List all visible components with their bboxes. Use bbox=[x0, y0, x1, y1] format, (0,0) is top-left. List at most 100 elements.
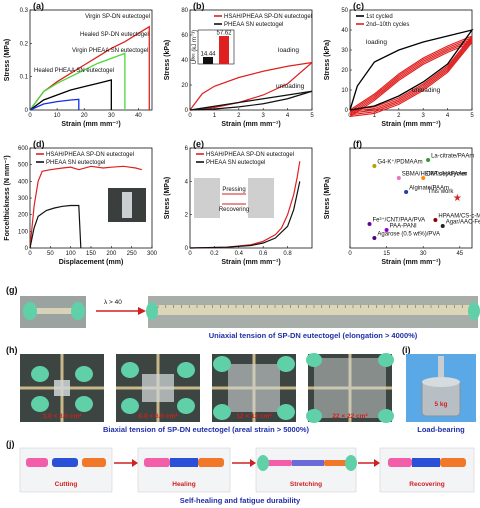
step-stretching: Stretching bbox=[290, 481, 322, 488]
panel-i-graphic: (i) 5 kg bbox=[402, 345, 476, 422]
x-tick-label: 0 bbox=[348, 251, 352, 257]
x-tick-label: 4 bbox=[446, 113, 450, 119]
long-sample-ruler bbox=[150, 305, 476, 315]
chart-e-svg: 0 0.2 0.4 0.6 0.8 0 2 4 6 Strain (mm mm⁻¹) Stress … bbox=[164, 139, 313, 266]
panel-b: 0 1 2 3 4 5 0 20 40 60 80 Strain (mm mm⁻¹) Stress (k… bbox=[160, 0, 320, 138]
panel-d: 0 50 100 150 200 250 300 0 100 200 300 400 500 600 Dis… bbox=[0, 138, 160, 278]
annotation-loading: loading bbox=[278, 47, 299, 54]
scatter-point bbox=[433, 218, 438, 222]
step-healing: Healing bbox=[172, 481, 196, 488]
x-tick-label: 30 bbox=[108, 113, 115, 119]
tear-sample bbox=[122, 192, 132, 218]
x-tick-label: 10 bbox=[54, 113, 61, 119]
panel-h: (h) bbox=[0, 344, 400, 436]
glove-left-long-icon bbox=[146, 302, 158, 320]
y-tick-label: 0 bbox=[185, 108, 189, 114]
series-line bbox=[189, 90, 313, 111]
panel-g: (g) λ > 40 Uniaxial tension of SP-DN eut… bbox=[0, 284, 480, 344]
panel-j: (j) bbox=[0, 438, 480, 508]
x-tick-label: 2 bbox=[237, 113, 241, 119]
x-tick-label: 0 bbox=[28, 113, 32, 119]
y-tick-label: 0 bbox=[345, 108, 349, 114]
cutting-photo bbox=[19, 447, 113, 493]
annotation-pressing: Pressing bbox=[222, 187, 245, 193]
panel-letter: (d) bbox=[33, 139, 45, 149]
x-tick-label: 0.8 bbox=[283, 251, 292, 257]
series-line bbox=[189, 181, 301, 249]
y-tick-label: 0.3 bbox=[20, 8, 29, 14]
series-line-cycle bbox=[349, 35, 473, 111]
point-label: HPAAM/CS-c-MWCNT bbox=[438, 214, 480, 220]
compress-photo-1 bbox=[194, 178, 220, 218]
x-axis-label: Strain (mm mm⁻¹) bbox=[381, 259, 440, 266]
panel-i-caption: Load-bearing bbox=[417, 425, 465, 434]
glove-right-icon bbox=[71, 302, 85, 320]
chart-f-svg: 0 15 30 45 Strain (mm mm⁻¹) Stress (MPa) (f) La… bbox=[324, 139, 480, 266]
y-tick-label: 10 bbox=[341, 88, 348, 94]
y-tick-label: 40 bbox=[181, 58, 188, 64]
inset-bar-label: 57.62 bbox=[216, 31, 232, 37]
y-tick-label: 0.1 bbox=[20, 75, 29, 81]
y-tick-label: 6 bbox=[185, 146, 189, 152]
x-tick-label: 0 bbox=[188, 251, 192, 257]
panel-c: 0 1 2 3 4 5 0 10 20 30 40 50 Strain (mm mm⁻¹) Stress … bbox=[320, 0, 480, 138]
x-tick-label: 0.4 bbox=[235, 251, 244, 257]
panel-g-caption: Uniaxial tension of SP-DN eutectogel (el… bbox=[208, 331, 418, 340]
scatter-point bbox=[372, 164, 377, 168]
y-axis-label: Stress (kPa) bbox=[164, 40, 171, 80]
point-label: Agar/AAC-Fe³⁺ bbox=[446, 219, 480, 226]
y-tick-label: 0.2 bbox=[20, 41, 29, 47]
y-tick-label: 300 bbox=[18, 196, 29, 202]
x-tick-label: 300 bbox=[147, 251, 158, 257]
hanging-strip bbox=[438, 356, 444, 380]
point-label: La-citrate/PAAm bbox=[431, 154, 474, 160]
recovering-photo bbox=[379, 447, 475, 493]
scatter-point bbox=[384, 228, 389, 232]
y-axis-label: Force/thickness (N mm⁻¹) bbox=[4, 155, 11, 240]
series-line bbox=[189, 90, 313, 111]
panel-j-caption: Self-healing and fatigue durability bbox=[179, 496, 301, 505]
label-healed-spdn: Healed SP-DN eutectogel bbox=[80, 32, 149, 38]
y-tick-label: 0 bbox=[25, 108, 29, 114]
stretch-arrow-head-icon bbox=[138, 307, 146, 315]
panel-letter: (c) bbox=[353, 1, 364, 11]
scatter-point bbox=[404, 190, 409, 194]
panel-a: 0 10 20 30 40 0 0.1 0.2 0.3 Strain (mm mm⁻¹) Stres… bbox=[0, 0, 160, 138]
stretching-photo bbox=[255, 447, 357, 493]
y-tick-label: 0 bbox=[25, 246, 29, 252]
y-tick-label: 200 bbox=[18, 213, 29, 219]
biaxial-photo-3 bbox=[212, 354, 296, 422]
y-tick-label: 60 bbox=[181, 33, 188, 39]
step-recovering: Recovering bbox=[409, 481, 444, 488]
legend-pheaa: PHEAA SN eutectogel bbox=[206, 160, 265, 166]
scatter-point bbox=[396, 176, 401, 180]
ruler-ticks bbox=[157, 305, 471, 308]
x-tick-label: 3 bbox=[422, 113, 426, 119]
chart-d-svg: 0 50 100 150 200 250 300 0 100 200 300 400 500 600 Dis… bbox=[4, 139, 158, 266]
panel-g-label: (g) bbox=[6, 285, 18, 295]
panel-f: 0 15 30 45 Strain (mm mm⁻¹) Stress (MPa) (f) La… bbox=[320, 138, 480, 278]
area-label-4: 22 × 22 cm² bbox=[332, 413, 368, 420]
inset-bar bbox=[203, 56, 213, 64]
y-tick-label: 40 bbox=[341, 28, 348, 34]
y-axis-label: Stress (MPa) bbox=[4, 39, 11, 81]
y-tick-label: 600 bbox=[18, 146, 29, 152]
chart-b-svg: 0 1 2 3 4 5 0 20 40 60 80 Strain (mm mm⁻¹) Stress (k… bbox=[164, 1, 314, 128]
point-label: Agarose (0.5 wt%)/PVA bbox=[377, 232, 440, 238]
series-line-cycle bbox=[349, 41, 473, 117]
x-tick-label: 1 bbox=[373, 113, 377, 119]
point-label: Fe³⁺/CNT/PAA/PVA bbox=[373, 217, 426, 224]
point-label: This work bbox=[428, 189, 455, 195]
scatter-point bbox=[367, 222, 372, 226]
series-line bbox=[29, 204, 82, 249]
x-tick-label: 150 bbox=[86, 251, 97, 257]
legend-pheaa: PHEAA SN eutectogel bbox=[46, 160, 105, 166]
x-tick-label: 4 bbox=[286, 113, 290, 119]
y-tick-label: 100 bbox=[18, 229, 29, 235]
y-tick-label: 50 bbox=[341, 8, 348, 14]
panel-h-label: (h) bbox=[6, 345, 18, 355]
x-tick-label: 0 bbox=[28, 251, 32, 257]
annotation-unloading: unloading bbox=[412, 87, 441, 94]
series-line bbox=[29, 79, 112, 111]
x-tick-label: 2 bbox=[397, 113, 401, 119]
